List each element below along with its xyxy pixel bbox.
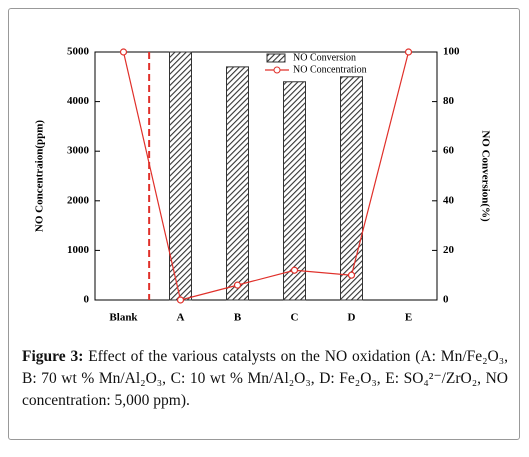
y-tick-label: 2000 (67, 194, 90, 206)
y-axis-label: NO Concentraion(ppm) (34, 120, 46, 232)
x-tick-label: B (234, 312, 242, 324)
y2-tick-label: 60 (443, 145, 455, 157)
y-tick-label: 1000 (67, 244, 90, 256)
y2-tick-label: 0 (443, 294, 449, 306)
legend-swatch (266, 53, 286, 63)
y-tick-label: 3000 (67, 145, 90, 157)
caption-label: Figure 3: (22, 348, 84, 365)
bar (340, 76, 363, 301)
marker (176, 296, 185, 304)
caption: Figure 3: Effect of the various catalyst… (22, 346, 508, 412)
marker (233, 281, 242, 289)
y-tick-label: 4000 (67, 95, 90, 107)
y-tick-label: 0 (84, 294, 90, 306)
plot-area (94, 51, 438, 301)
caption-text: Effect of the various catalysts on the N… (22, 348, 509, 409)
marker (347, 271, 356, 279)
bar (283, 81, 306, 301)
y2-tick-label: 80 (443, 95, 455, 107)
x-tick-label: A (177, 312, 185, 324)
y-tick-label: 5000 (67, 46, 90, 58)
figure-frame (8, 8, 520, 440)
marker (290, 266, 299, 274)
bar (226, 66, 249, 301)
x-tick-label: C (291, 312, 299, 324)
legend-label: NO Concentration (293, 64, 367, 75)
y2-tick-label: 100 (443, 46, 460, 58)
x-tick-label: E (405, 312, 412, 324)
y2-tick-label: 20 (443, 244, 455, 256)
marker (404, 48, 413, 56)
legend-label: NO Conversion (293, 52, 356, 63)
marker (119, 48, 128, 56)
chart: NO Concentraion(ppm) NO Conversion(%) 0 1… (34, 46, 492, 324)
line (122, 51, 410, 301)
bar (169, 51, 192, 301)
x-tick-label: Blank (109, 312, 138, 324)
y2-axis-label: NO Conversion(%) (479, 130, 491, 222)
y2-tick-label: 40 (443, 194, 455, 206)
legend-marker (273, 66, 281, 74)
x-tick-label: D (348, 312, 356, 324)
